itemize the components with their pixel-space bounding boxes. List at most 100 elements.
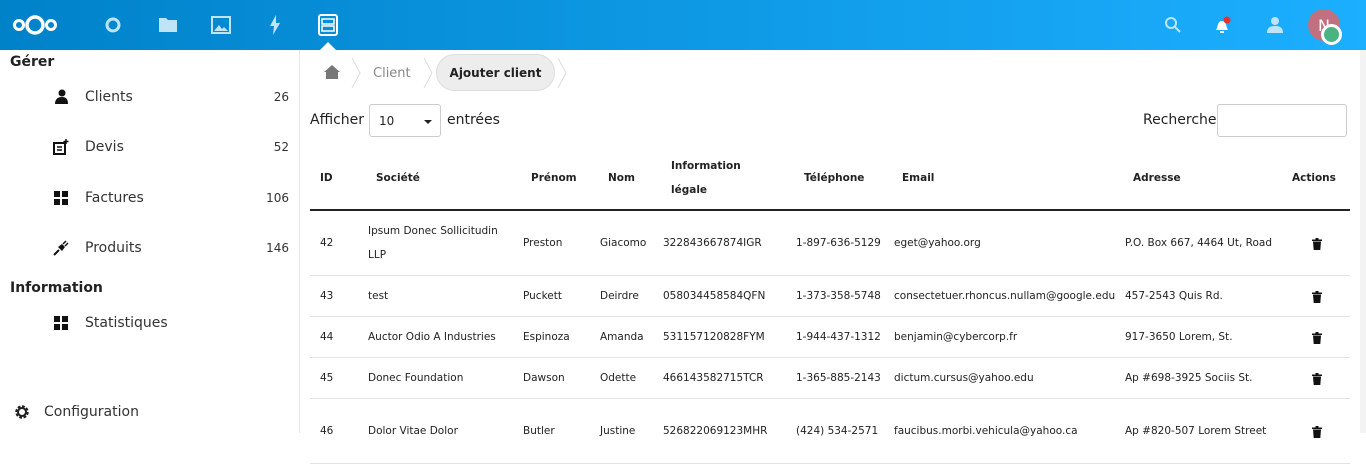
cell-info-legale: 466143582715TCR — [653, 357, 786, 399]
column-header-id[interactable]: ID — [310, 146, 358, 211]
cell-info-legale: 526822069123MHR — [653, 398, 786, 464]
cell-adresse: 917-3650 Lorem, St. — [1115, 316, 1275, 358]
cell-nom: Justine — [590, 398, 653, 464]
table-header-row: ID Société Prénom Nom Information légale… — [310, 146, 1350, 211]
cell-email: benjamin@cybercorp.fr — [884, 316, 1115, 358]
sidebar-item-produits[interactable]: Produits 146 — [0, 228, 300, 268]
cell-nom: Giacomo — [590, 210, 653, 276]
column-header-actions: Actions — [1275, 146, 1350, 211]
cell-prenom: Dawson — [513, 357, 590, 399]
column-header-nom[interactable]: Nom — [590, 146, 653, 211]
column-header-telephone[interactable]: Téléphone — [786, 146, 884, 211]
cell-societe: Donec Foundation — [358, 357, 513, 399]
active-app-indicator — [320, 42, 336, 50]
breadcrumb-client[interactable]: Client — [373, 66, 411, 81]
column-header-email[interactable]: Email — [884, 146, 1115, 211]
contacts-icon[interactable] — [1262, 13, 1286, 37]
gestion-app-icon[interactable] — [316, 13, 340, 37]
page-size-value: 10 — [379, 114, 395, 128]
column-header-prenom[interactable]: Prénom — [513, 146, 590, 211]
sidebar-item-statistiques[interactable]: Statistiques — [0, 303, 300, 343]
cell-telephone: 1-944-437-1312 — [786, 316, 884, 358]
cell-telephone: 1-365-885-2143 — [786, 357, 884, 399]
table-row[interactable]: 43 test Puckett Deirdre 058034458584QFN 1-373… — [310, 275, 1350, 317]
scrollbar[interactable] — [1360, 50, 1366, 433]
status-indicator — [1321, 24, 1342, 45]
chevron-down-icon — [424, 120, 432, 124]
cell-societe: test — [358, 275, 513, 317]
table-row[interactable]: 44 Auctor Odio A Industries Espinoza Amanda… — [310, 316, 1350, 358]
cell-adresse: Ap #820-507 Lorem Street — [1115, 398, 1275, 464]
settings-button[interactable]: Configuration — [0, 392, 300, 432]
nextcloud-logo[interactable] — [12, 12, 58, 38]
search-input[interactable] — [1217, 104, 1347, 137]
plug-icon — [53, 240, 69, 256]
trash-icon[interactable] — [1312, 237, 1322, 250]
cell-actions — [1275, 398, 1350, 464]
sidebar-item-label: Devis — [85, 139, 124, 155]
cell-nom: Odette — [590, 357, 653, 399]
cell-email: dictum.cursus@yahoo.edu — [884, 357, 1115, 399]
cell-prenom: Espinoza — [513, 316, 590, 358]
sidebar-item-label: Clients — [85, 89, 133, 105]
cell-prenom: Puckett — [513, 275, 590, 317]
photos-icon[interactable] — [209, 13, 233, 37]
cell-societe: Auctor Odio A Industries — [358, 316, 513, 358]
app-content: Client Ajouter client Afficher 10 entrée… — [301, 50, 1360, 464]
grid-icon — [54, 316, 68, 330]
cell-telephone: 1-897-636-5129 — [786, 210, 884, 276]
show-label: Afficher — [310, 112, 365, 128]
sidebar-item-factures[interactable]: Factures 106 — [0, 178, 300, 218]
cell-info-legale: 058034458584QFN — [653, 275, 786, 317]
sidebar-item-count: 26 — [273, 90, 289, 104]
notifications-icon[interactable] — [1210, 13, 1234, 37]
table-row[interactable]: 46 Dolor Vitae Dolor Butler Justine 52682206… — [310, 398, 1350, 464]
cell-id: 46 — [310, 398, 358, 464]
trash-icon[interactable] — [1312, 331, 1322, 344]
settings-label: Configuration — [44, 404, 139, 420]
activity-icon[interactable] — [263, 13, 287, 37]
trash-icon[interactable] — [1312, 425, 1322, 438]
sidebar-item-clients[interactable]: Clients 26 — [0, 77, 300, 117]
sidebar-item-label: Statistiques — [85, 315, 168, 331]
cell-societe: Dolor Vitae Dolor — [358, 398, 513, 464]
search-label: Recherche — [1143, 112, 1217, 128]
column-header-adresse[interactable]: Adresse — [1115, 146, 1275, 211]
cell-actions — [1275, 275, 1350, 317]
cell-email: eget@yahoo.org — [884, 210, 1115, 276]
cell-prenom: Butler — [513, 398, 590, 464]
column-header-info-legale[interactable]: Information légale — [653, 146, 786, 211]
cell-email: consectetuer.rhoncus.nullam@google.edu — [884, 275, 1115, 317]
cell-adresse: Ap #698-3925 Sociis St. — [1115, 357, 1275, 399]
dashboard-icon[interactable] — [101, 13, 125, 37]
app-navigation: Gérer Clients 26 Devis 52 Factures 106 P… — [0, 50, 300, 433]
page-size-select[interactable]: 10 — [369, 104, 441, 137]
table-row[interactable]: 42 Ipsum Donec Sollicitudin LLP Preston Gia… — [310, 210, 1350, 276]
gear-icon — [15, 405, 29, 419]
trash-icon[interactable] — [1312, 372, 1322, 385]
cell-actions — [1275, 210, 1350, 276]
breadcrumb-separator — [423, 58, 433, 88]
cell-nom: Amanda — [590, 316, 653, 358]
cell-id: 43 — [310, 275, 358, 317]
entries-label: entrées — [447, 112, 500, 128]
sidebar-item-count: 146 — [266, 241, 289, 255]
table-row[interactable]: 45 Donec Foundation Dawson Odette 4661435827… — [310, 357, 1350, 399]
clients-table: ID Société Prénom Nom Information légale… — [310, 146, 1350, 464]
section-heading-information: Information — [10, 280, 103, 296]
section-heading-manage: Gérer — [10, 54, 55, 70]
home-icon[interactable] — [324, 65, 340, 79]
cell-adresse: 457-2543 Quis Rd. — [1115, 275, 1275, 317]
cell-id: 45 — [310, 357, 358, 399]
user-icon — [55, 89, 68, 104]
breadcrumb-separator — [557, 58, 567, 88]
add-client-button[interactable]: Ajouter client — [436, 54, 555, 91]
files-icon[interactable] — [156, 13, 180, 37]
cell-id: 42 — [310, 210, 358, 276]
search-icon[interactable] — [1161, 13, 1185, 37]
trash-icon[interactable] — [1312, 290, 1322, 303]
column-header-societe[interactable]: Société — [358, 146, 513, 211]
sidebar-item-label: Factures — [85, 190, 144, 206]
sidebar-item-devis[interactable]: Devis 52 — [0, 127, 300, 167]
cell-info-legale: 531157120828FYM — [653, 316, 786, 358]
